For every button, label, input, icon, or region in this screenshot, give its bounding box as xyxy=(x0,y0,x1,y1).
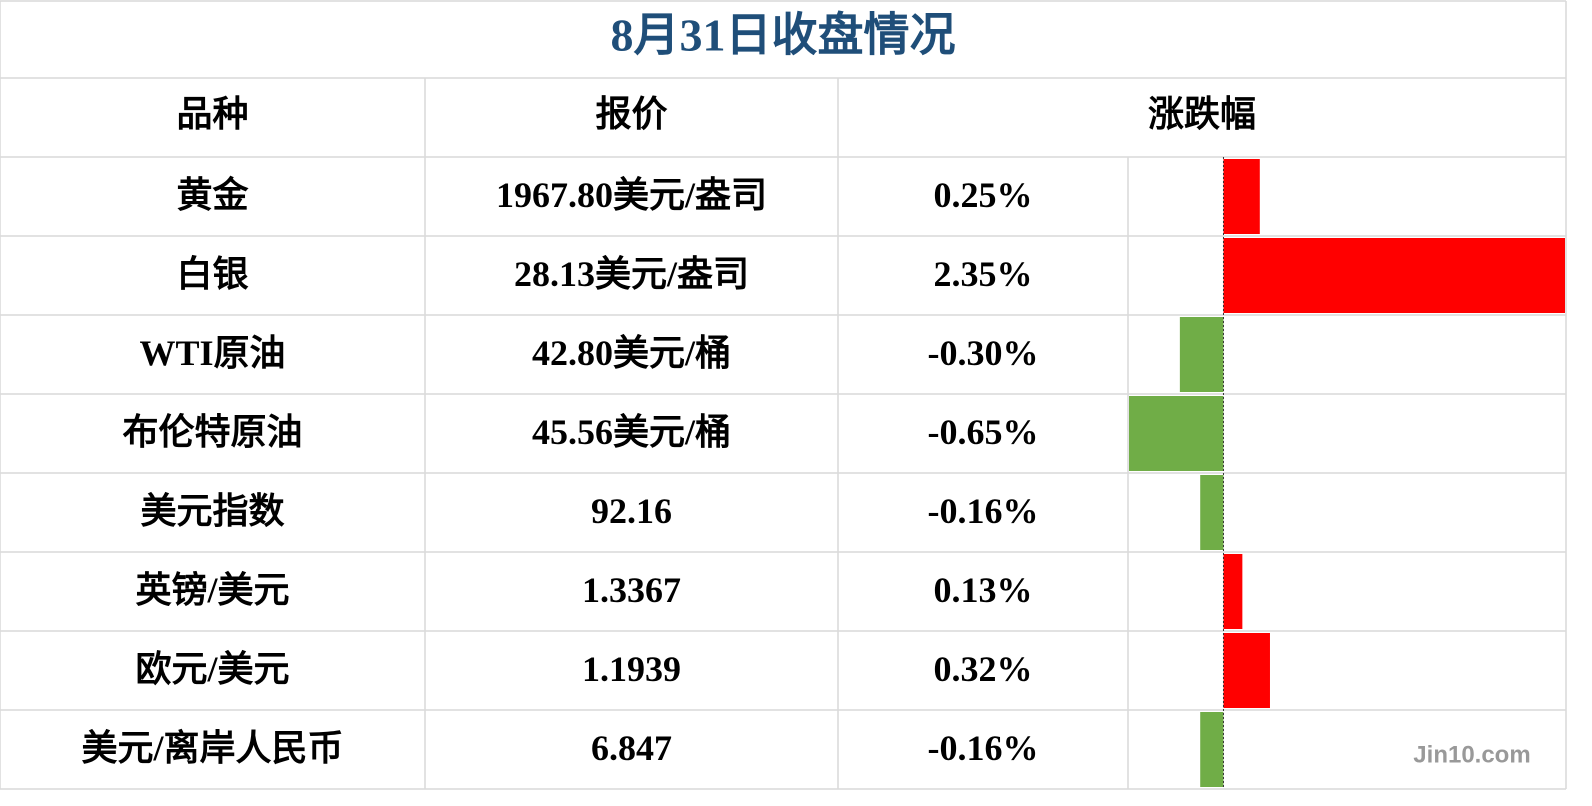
change-label: 0.25% xyxy=(934,175,1033,215)
price: 42.80美元/桶 xyxy=(532,333,731,373)
item-name: 美元/离岸人民币 xyxy=(81,728,343,768)
item-name: 欧元/美元 xyxy=(135,649,289,689)
change-label: 2.35% xyxy=(934,254,1033,294)
price: 1967.80美元/盎司 xyxy=(496,175,767,215)
price: 1.3367 xyxy=(582,570,681,610)
change-bar xyxy=(1223,159,1260,234)
watermark: Jin10.com xyxy=(1413,741,1530,768)
change-bar xyxy=(1179,317,1224,392)
change-label: 0.13% xyxy=(934,570,1033,610)
item-name: WTI原油 xyxy=(139,333,285,373)
column-header: 报价 xyxy=(595,94,667,134)
change-bar xyxy=(1200,475,1224,550)
item-name: 英镑/美元 xyxy=(135,570,289,610)
change-label: -0.16% xyxy=(928,491,1039,531)
price: 6.847 xyxy=(591,728,672,768)
column-header: 品种 xyxy=(176,94,248,134)
column-header: 涨跌幅 xyxy=(1148,94,1256,134)
change-label: -0.30% xyxy=(928,333,1039,373)
price: 1.1939 xyxy=(582,649,681,689)
price: 28.13美元/盎司 xyxy=(514,254,749,294)
item-name: 美元指数 xyxy=(140,491,284,531)
change-bar xyxy=(1223,554,1243,629)
change-bar xyxy=(1223,633,1270,708)
price: 92.16 xyxy=(591,491,672,531)
item-name: 黄金 xyxy=(176,174,249,215)
change-bar xyxy=(1200,712,1224,787)
change-label: 0.32% xyxy=(934,649,1033,689)
price: 45.56美元/桶 xyxy=(532,412,731,452)
item-name: 白银 xyxy=(176,254,248,294)
title: 8月31日收盘情况 xyxy=(611,10,956,61)
change-bar xyxy=(1129,396,1224,471)
change-bar xyxy=(1223,238,1565,313)
change-label: -0.16% xyxy=(928,728,1039,768)
change-label: -0.65% xyxy=(928,412,1039,452)
item-name: 布伦特原油 xyxy=(122,412,302,452)
